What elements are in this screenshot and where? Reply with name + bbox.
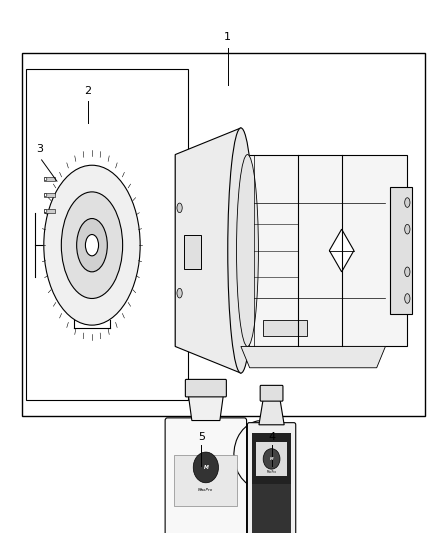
- Ellipse shape: [44, 165, 140, 325]
- Bar: [22, 53, 425, 416]
- FancyBboxPatch shape: [247, 423, 296, 533]
- FancyBboxPatch shape: [185, 379, 226, 397]
- Polygon shape: [259, 399, 284, 425]
- Ellipse shape: [77, 219, 107, 272]
- Ellipse shape: [405, 294, 410, 303]
- Polygon shape: [175, 155, 407, 346]
- Bar: [174, 455, 237, 506]
- Text: 4: 4: [268, 432, 275, 442]
- Polygon shape: [390, 187, 412, 314]
- Text: 1: 1: [224, 33, 231, 42]
- Bar: [44, 177, 55, 181]
- Ellipse shape: [228, 128, 254, 373]
- FancyBboxPatch shape: [165, 418, 247, 533]
- Polygon shape: [175, 128, 241, 373]
- Bar: [252, 433, 291, 484]
- Circle shape: [44, 193, 47, 197]
- Ellipse shape: [177, 203, 182, 213]
- Ellipse shape: [405, 198, 410, 207]
- Text: 2: 2: [84, 86, 91, 95]
- Ellipse shape: [405, 224, 410, 234]
- Bar: [256, 442, 287, 476]
- Text: M: M: [270, 457, 273, 461]
- Bar: [184, 235, 201, 269]
- Circle shape: [263, 449, 280, 469]
- Text: 3: 3: [36, 144, 43, 154]
- Text: 5: 5: [198, 432, 205, 442]
- Polygon shape: [241, 346, 385, 368]
- Polygon shape: [263, 320, 307, 336]
- FancyBboxPatch shape: [260, 385, 283, 401]
- Text: MaxPro: MaxPro: [267, 470, 276, 474]
- Ellipse shape: [177, 288, 182, 298]
- Text: MaxPro: MaxPro: [198, 488, 213, 492]
- Bar: [252, 484, 291, 533]
- Polygon shape: [329, 229, 354, 272]
- Bar: [26, 69, 188, 400]
- Polygon shape: [188, 395, 223, 421]
- Ellipse shape: [61, 192, 123, 298]
- Bar: [44, 209, 55, 213]
- Circle shape: [44, 209, 47, 213]
- Ellipse shape: [237, 155, 258, 346]
- Circle shape: [193, 452, 219, 483]
- Text: M: M: [203, 465, 208, 470]
- Ellipse shape: [405, 267, 410, 277]
- Bar: [44, 193, 55, 197]
- Ellipse shape: [85, 235, 99, 256]
- Circle shape: [44, 177, 47, 181]
